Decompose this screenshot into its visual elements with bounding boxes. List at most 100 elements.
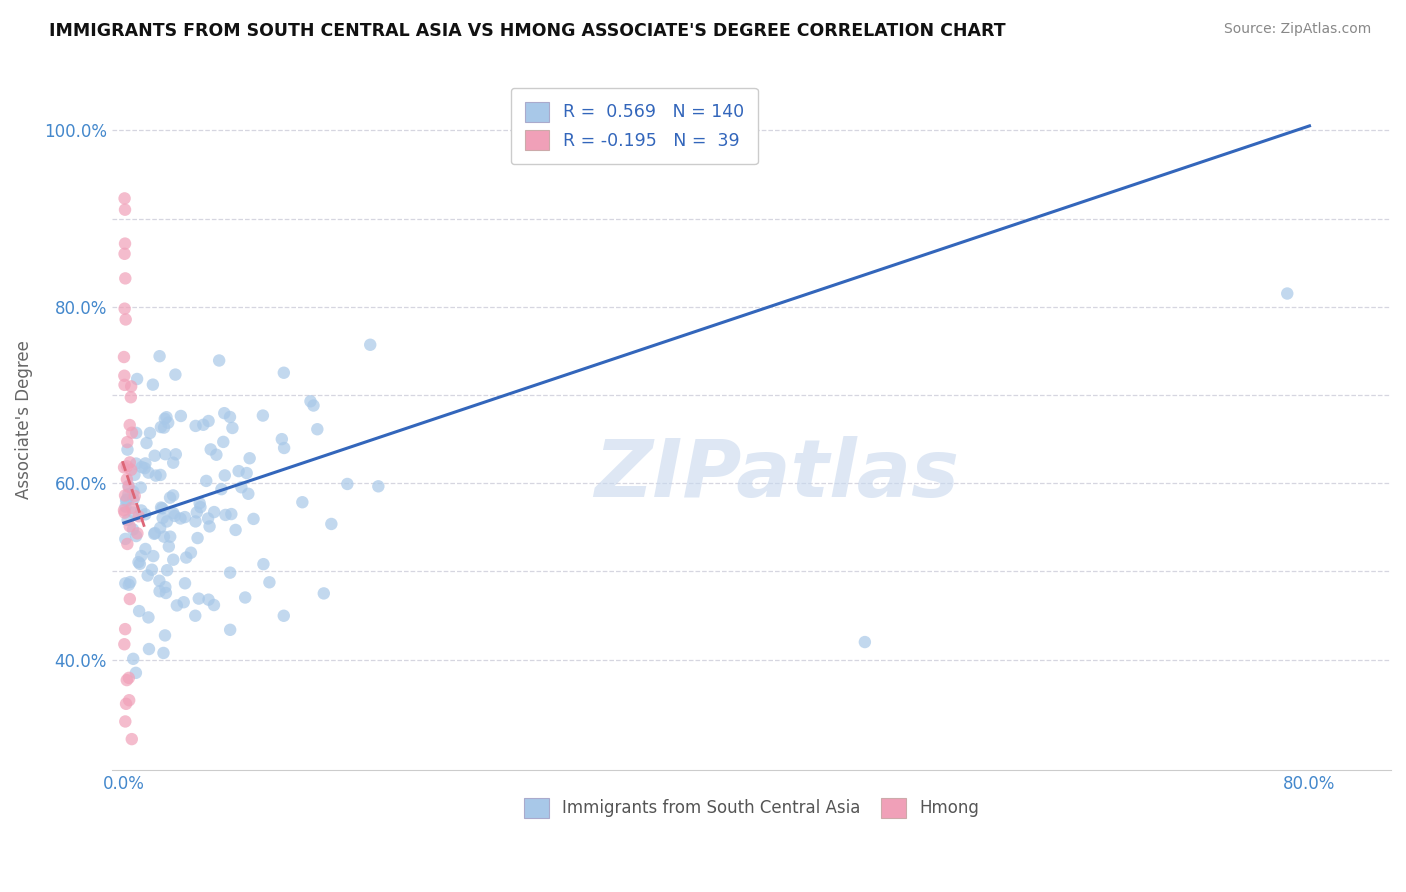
Point bbox=[184, 418, 207, 433]
Point bbox=[114, 191, 136, 205]
Point bbox=[134, 457, 156, 471]
Point bbox=[114, 714, 136, 729]
Point bbox=[208, 353, 231, 368]
Point bbox=[150, 501, 173, 516]
Point bbox=[143, 526, 166, 541]
Point bbox=[238, 487, 260, 501]
Point bbox=[200, 442, 222, 457]
Point bbox=[163, 508, 186, 523]
Point bbox=[127, 372, 149, 386]
Point bbox=[291, 495, 314, 509]
Point bbox=[214, 508, 236, 522]
Point bbox=[143, 449, 166, 463]
Point bbox=[115, 673, 138, 687]
Point bbox=[197, 414, 219, 428]
Point bbox=[174, 550, 197, 565]
Point bbox=[187, 531, 209, 545]
Point bbox=[359, 338, 381, 352]
Point bbox=[197, 592, 219, 607]
Point bbox=[138, 642, 160, 657]
Point bbox=[150, 500, 173, 515]
Point bbox=[128, 555, 150, 569]
Point bbox=[114, 202, 136, 217]
Point bbox=[118, 592, 141, 607]
Point bbox=[118, 578, 141, 592]
Point bbox=[117, 480, 139, 494]
Point bbox=[128, 604, 150, 618]
Point bbox=[112, 460, 135, 475]
Point bbox=[157, 540, 180, 554]
Point bbox=[115, 472, 138, 486]
Point bbox=[153, 628, 176, 642]
Point bbox=[114, 532, 136, 546]
Point bbox=[307, 422, 329, 436]
Point bbox=[114, 377, 136, 392]
Point bbox=[114, 301, 136, 316]
Point bbox=[162, 488, 184, 502]
Point bbox=[321, 516, 343, 531]
Point bbox=[162, 552, 184, 566]
Point bbox=[138, 466, 160, 480]
Point bbox=[252, 409, 274, 423]
Point bbox=[128, 509, 150, 524]
Point bbox=[225, 523, 247, 537]
Point bbox=[117, 442, 139, 457]
Point bbox=[231, 480, 253, 494]
Point bbox=[129, 503, 152, 517]
Point bbox=[114, 576, 136, 591]
Point bbox=[125, 665, 148, 680]
Point bbox=[134, 541, 156, 556]
Point bbox=[122, 484, 145, 499]
Point bbox=[125, 529, 148, 543]
Point bbox=[259, 575, 281, 590]
Point bbox=[121, 500, 143, 515]
Point bbox=[117, 478, 139, 492]
Point bbox=[114, 236, 136, 251]
Point bbox=[156, 515, 179, 529]
Point bbox=[853, 635, 876, 649]
Point bbox=[114, 271, 136, 285]
Point bbox=[166, 599, 188, 613]
Point bbox=[159, 491, 181, 505]
Point bbox=[212, 434, 235, 449]
Point bbox=[148, 574, 170, 588]
Point bbox=[198, 519, 221, 533]
Point bbox=[114, 247, 136, 261]
Point bbox=[170, 409, 193, 423]
Point bbox=[148, 349, 170, 363]
Point bbox=[139, 425, 162, 440]
Point bbox=[134, 508, 156, 522]
Point bbox=[124, 489, 146, 503]
Point bbox=[336, 477, 359, 491]
Point bbox=[114, 506, 136, 520]
Point bbox=[180, 546, 202, 560]
Point bbox=[252, 557, 274, 571]
Y-axis label: Associate's Degree: Associate's Degree bbox=[15, 340, 32, 499]
Point bbox=[122, 492, 145, 507]
Point bbox=[127, 526, 149, 541]
Point bbox=[149, 467, 172, 482]
Point bbox=[125, 425, 148, 440]
Point bbox=[141, 563, 163, 577]
Point bbox=[162, 456, 184, 470]
Point bbox=[174, 510, 197, 524]
Point bbox=[155, 410, 177, 425]
Point bbox=[138, 610, 160, 624]
Point bbox=[115, 492, 138, 507]
Point bbox=[118, 455, 141, 469]
Point bbox=[142, 377, 165, 392]
Point bbox=[155, 580, 177, 594]
Point bbox=[152, 646, 174, 660]
Point bbox=[118, 671, 141, 685]
Point bbox=[156, 563, 179, 577]
Point bbox=[125, 457, 148, 471]
Point bbox=[155, 586, 177, 600]
Point bbox=[142, 549, 165, 563]
Point bbox=[159, 530, 181, 544]
Point bbox=[118, 418, 141, 433]
Point bbox=[129, 549, 152, 563]
Point bbox=[148, 584, 170, 599]
Point bbox=[114, 622, 136, 636]
Point bbox=[187, 591, 209, 606]
Point bbox=[114, 500, 136, 514]
